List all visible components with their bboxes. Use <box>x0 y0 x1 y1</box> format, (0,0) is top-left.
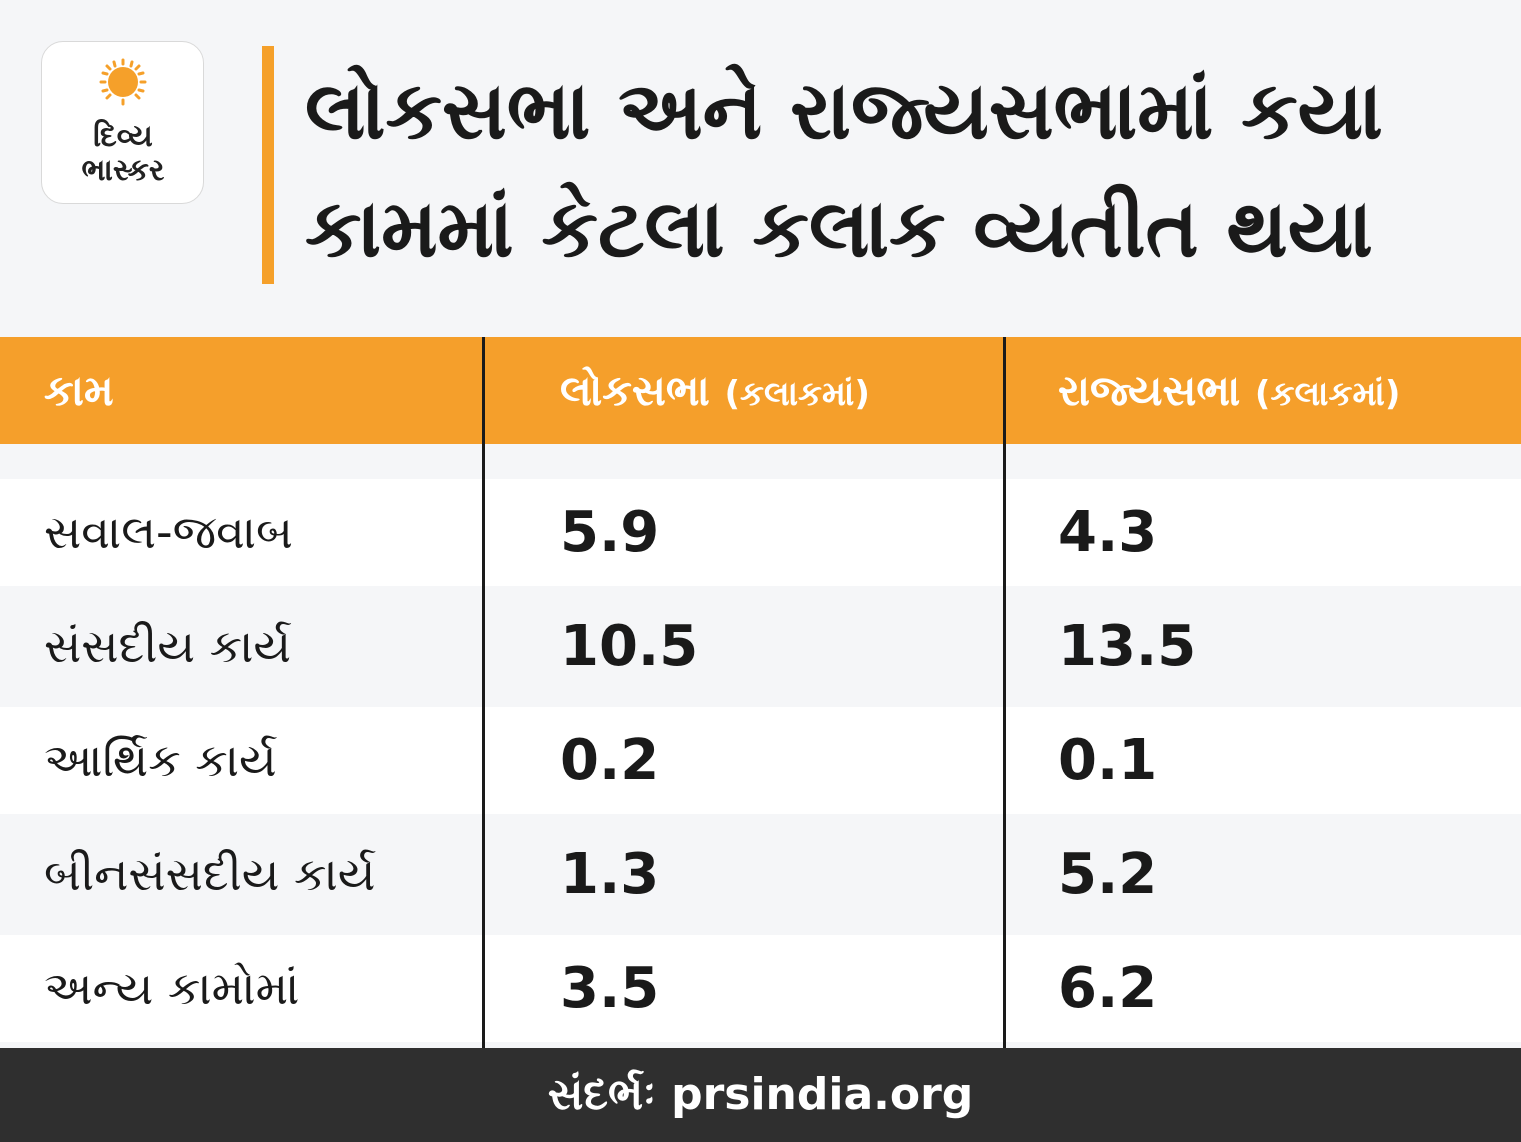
header-kaam-label: કામ <box>44 366 114 415</box>
table-row: બીનસંસદીય કાર્ય 1.3 5.2 <box>0 821 1521 928</box>
table-row: આર્થિક કાર્ય 0.2 0.1 <box>0 707 1521 814</box>
divya-bhaskar-logo: દિવ્ય ભાસ્કર <box>41 41 204 204</box>
rajya-sabha-value: 6.2 <box>1058 956 1158 1021</box>
table-header: કામ લોકસભા (કલાકમાં) રાજ્યસભા (કલાકમાં) <box>0 337 1521 444</box>
lok-sabha-value: 1.3 <box>560 842 660 907</box>
logo-text-line2: ભાસ્કર <box>82 153 165 188</box>
column-divider <box>1003 337 1006 1048</box>
header-rajya-sabha-label: રાજ્યસભા <box>1058 366 1241 415</box>
rajya-sabha-value: 0.1 <box>1058 728 1158 793</box>
rajya-sabha-value: 5.2 <box>1058 842 1158 907</box>
row-label: બીનસંસદીય કાર્ય <box>44 847 376 901</box>
table-row: સંસદીય કાર્ય 10.5 13.5 <box>0 593 1521 700</box>
row-label: સવાલ-જવાબ <box>44 505 293 559</box>
lok-sabha-value: 5.9 <box>560 500 660 565</box>
rajya-sabha-value: 13.5 <box>1058 614 1197 679</box>
source-footer: સંદર્ભઃ prsindia.org <box>0 1048 1521 1142</box>
row-label: આર્થિક કાર્ય <box>44 733 277 787</box>
header-rajya-sabha-unit: (કલાકમાં) <box>1254 374 1401 414</box>
header-lok-sabha-label: લોકસભા <box>560 366 710 415</box>
row-label: અન્ય કામોમાં <box>44 961 300 1015</box>
source-text: સંદર્ભઃ prsindia.org <box>547 1069 974 1120</box>
logo-text-line1: દિવ્ય <box>93 119 153 154</box>
lok-sabha-value: 0.2 <box>560 728 660 793</box>
header-lok-sabha: લોકસભા (કલાકમાં) <box>560 337 870 444</box>
header-rajya-sabha: રાજ્યસભા (કલાકમાં) <box>1058 337 1400 444</box>
rajya-sabha-value: 4.3 <box>1058 500 1158 565</box>
header-kaam: કામ <box>44 337 114 444</box>
lok-sabha-value: 10.5 <box>560 614 699 679</box>
table-row: અન્ય કામોમાં 3.5 6.2 <box>0 935 1521 1042</box>
page-title: લોકસભા અને રાજ્યસભામાં કયા કામમાં કેટલા … <box>305 64 1383 275</box>
header-lok-sabha-unit: (કલાકમાં) <box>724 374 870 414</box>
title-accent-bar <box>262 46 274 284</box>
lok-sabha-value: 3.5 <box>560 956 660 1021</box>
column-divider <box>482 337 485 1048</box>
sun-icon: દિવ્ય ભાસ્કર <box>82 58 165 188</box>
table-row: સવાલ-જવાબ 5.9 4.3 <box>0 479 1521 586</box>
row-label: સંસદીય કાર્ય <box>44 619 292 673</box>
